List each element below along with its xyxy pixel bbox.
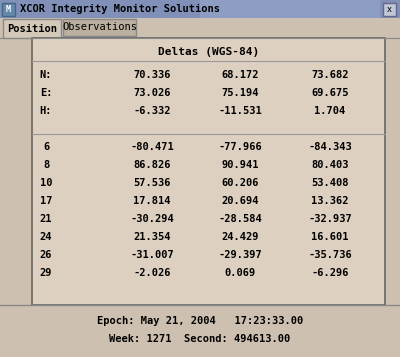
Text: -31.007: -31.007 [130,250,174,260]
Text: Position: Position [7,24,57,34]
Text: x: x [387,5,392,14]
Text: 57.536: 57.536 [133,178,171,188]
Bar [3,19,61,38]
Text: 26: 26 [40,250,52,260]
Text: 6: 6 [43,142,49,152]
Text: 73.026: 73.026 [133,88,171,98]
Bar [200,0,380,18]
Text: -35.736: -35.736 [308,250,352,260]
Text: N:: N: [40,70,52,80]
Text: -32.937: -32.937 [308,214,352,224]
Text: 0.069: 0.069 [224,268,256,278]
Text: -28.584: -28.584 [218,214,262,224]
Text: 73.682: 73.682 [311,70,349,80]
Text: 86.826: 86.826 [133,160,171,170]
Text: 69.675: 69.675 [311,88,349,98]
Text: H:: H: [40,106,52,116]
Text: 60.206: 60.206 [221,178,259,188]
Bar [0,19,400,38]
Text: 68.172: 68.172 [221,70,259,80]
Text: 17: 17 [40,196,52,206]
Text: Week: 1271  Second: 494613.00: Week: 1271 Second: 494613.00 [109,334,291,344]
Bar [63,19,136,36]
Text: 80.403: 80.403 [311,160,349,170]
Text: 21: 21 [40,214,52,224]
Text: E:: E: [40,88,52,98]
Text: 10: 10 [40,178,52,188]
Text: 21.354: 21.354 [133,232,171,242]
Text: 17.814: 17.814 [133,196,171,206]
Text: -80.471: -80.471 [130,142,174,152]
Bar [383,3,396,16]
Text: 20.694: 20.694 [221,196,259,206]
Bar [0,0,400,18]
Bar [32,38,385,305]
Text: -84.343: -84.343 [308,142,352,152]
Text: -77.966: -77.966 [218,142,262,152]
Text: -29.397: -29.397 [218,250,262,260]
Text: 70.336: 70.336 [133,70,171,80]
Bar [2,3,15,16]
Text: -2.026: -2.026 [133,268,171,278]
Text: 24: 24 [40,232,52,242]
Text: 8: 8 [43,160,49,170]
Text: 90.941: 90.941 [221,160,259,170]
Text: Observations: Observations [62,22,137,32]
Text: -11.531: -11.531 [218,106,262,116]
Text: 16.601: 16.601 [311,232,349,242]
Text: 29: 29 [40,268,52,278]
Text: 1.704: 1.704 [314,106,346,116]
Bar [0,305,400,357]
Text: XCOR Integrity Monitor Solutions: XCOR Integrity Monitor Solutions [20,4,220,14]
Text: -6.332: -6.332 [133,106,171,116]
Text: Epoch: May 21, 2004   17:23:33.00: Epoch: May 21, 2004 17:23:33.00 [97,316,303,326]
Text: M: M [6,5,11,14]
Text: -30.294: -30.294 [130,214,174,224]
Text: 75.194: 75.194 [221,88,259,98]
Text: 53.408: 53.408 [311,178,349,188]
Text: -6.296: -6.296 [311,268,349,278]
Text: 24.429: 24.429 [221,232,259,242]
Text: Deltas (WGS-84): Deltas (WGS-84) [158,47,259,57]
Text: 13.362: 13.362 [311,196,349,206]
